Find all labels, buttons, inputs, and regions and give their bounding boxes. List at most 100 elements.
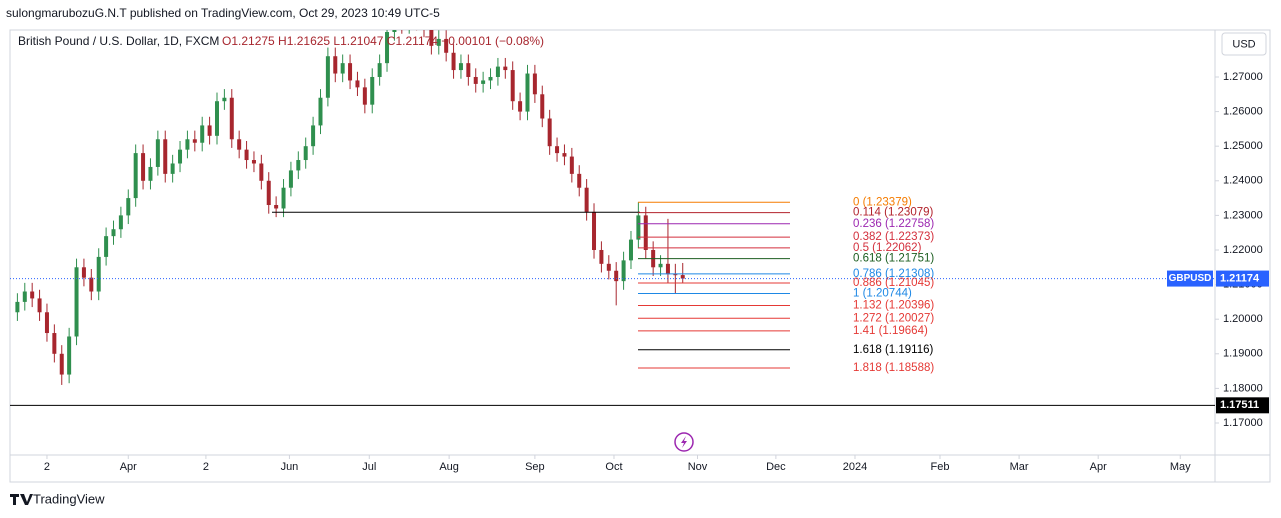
x-tick-label: Jun bbox=[281, 461, 299, 473]
currency[interactable]: USD bbox=[1232, 38, 1255, 50]
candle-body bbox=[303, 146, 308, 161]
candle-body bbox=[237, 139, 242, 150]
candle-body bbox=[562, 153, 567, 157]
symbol-badge bbox=[1167, 270, 1213, 287]
candle-body bbox=[503, 66, 508, 71]
candle-body bbox=[318, 97, 323, 126]
fib-label: 0.886 (1.21045) bbox=[853, 277, 934, 289]
candle-body bbox=[436, 38, 441, 46]
candle-body bbox=[400, 22, 404, 25]
candle-body bbox=[473, 76, 478, 84]
candle-body bbox=[96, 256, 101, 292]
x-tick-label: 2 bbox=[44, 461, 50, 473]
candle-body bbox=[251, 160, 256, 164]
candle-body bbox=[370, 76, 375, 105]
fib-label: 1.818 (1.18588) bbox=[853, 362, 934, 374]
candle-body bbox=[22, 291, 27, 302]
candle-body bbox=[30, 291, 35, 299]
candle-body bbox=[444, 38, 449, 53]
event-bolt bbox=[681, 436, 687, 448]
candle-body bbox=[89, 277, 94, 292]
x-tick-label: Sep bbox=[525, 461, 545, 473]
candle-body bbox=[643, 215, 648, 250]
candle-body bbox=[133, 153, 138, 199]
candle-body bbox=[495, 66, 500, 77]
y-tick-label: 1.22000 bbox=[1223, 244, 1263, 256]
y-tick-label: 1.19000 bbox=[1223, 348, 1263, 360]
fib-label: 1 (1.20744) bbox=[853, 287, 912, 299]
candle-body bbox=[222, 97, 227, 102]
candle-body bbox=[340, 63, 345, 74]
candle-body bbox=[296, 160, 301, 171]
brand-logo bbox=[10, 494, 33, 505]
x-tick-label: Dec bbox=[766, 461, 786, 473]
y-tick-label: 1.27000 bbox=[1223, 71, 1263, 83]
candle-body bbox=[392, 30, 397, 33]
candle-body bbox=[636, 215, 641, 240]
x-tick-label: Oct bbox=[605, 461, 622, 473]
y-tick-label: 1.17000 bbox=[1223, 417, 1263, 429]
candle-body bbox=[525, 73, 530, 112]
candle-body bbox=[377, 63, 382, 77]
candle-body bbox=[37, 298, 42, 313]
candle-body bbox=[547, 118, 552, 147]
candle-body bbox=[104, 236, 109, 257]
ohlc-legend: O1.21275 H1.21625 L1.21047 C1.21174 −0.0… bbox=[222, 34, 544, 48]
candle-body bbox=[111, 229, 116, 237]
candle-body bbox=[540, 94, 545, 119]
x-tick-label: Feb bbox=[931, 461, 950, 473]
plot bbox=[10, 22, 1215, 406]
candle-body bbox=[155, 139, 160, 167]
candle-body bbox=[214, 101, 219, 136]
candle-body bbox=[259, 163, 264, 181]
candle-body bbox=[325, 56, 330, 98]
price-label: 1.21174 bbox=[1220, 272, 1260, 284]
candle-body bbox=[200, 125, 205, 143]
candle-body bbox=[170, 163, 175, 174]
fib-label: 0.114 (1.23079) bbox=[853, 207, 934, 219]
y-tick-label: 1.23000 bbox=[1223, 209, 1263, 221]
currency-button[interactable] bbox=[1221, 32, 1267, 56]
candle-body bbox=[67, 336, 72, 375]
candle-body bbox=[59, 353, 64, 375]
fib-label: 0 (1.23379) bbox=[853, 196, 912, 208]
candle-body bbox=[229, 97, 234, 140]
support-badge bbox=[1216, 397, 1269, 414]
candle-body bbox=[118, 215, 123, 230]
candle-body bbox=[665, 263, 670, 275]
fib-label: 1.41 (1.19664) bbox=[853, 325, 928, 337]
candle-body bbox=[481, 80, 486, 84]
fib-label: 1.272 (1.20027) bbox=[853, 312, 934, 324]
candle-body bbox=[192, 139, 197, 143]
candle-body bbox=[569, 156, 574, 174]
fib-label: 1.132 (1.20396) bbox=[853, 300, 934, 312]
candle-body bbox=[451, 52, 456, 71]
candle-body bbox=[348, 63, 353, 81]
publisher: sulongmarubozuG.N.T published on Trading… bbox=[6, 6, 440, 20]
candle-body bbox=[680, 275, 685, 279]
candle-body bbox=[592, 211, 597, 250]
candle-body bbox=[207, 125, 212, 136]
y-tick-label: 1.24000 bbox=[1223, 175, 1263, 187]
x-tick-label: Jul bbox=[362, 461, 376, 473]
candle-body bbox=[606, 263, 611, 271]
candle-body bbox=[74, 267, 79, 337]
y-tick-label: 1.20000 bbox=[1223, 313, 1263, 325]
candle-body bbox=[148, 166, 153, 181]
candle-body bbox=[429, 30, 434, 46]
candle-body bbox=[81, 267, 86, 278]
fib-label: 0.382 (1.22373) bbox=[853, 231, 934, 243]
candle-body bbox=[422, 22, 426, 29]
x-tick-label: 2 bbox=[203, 461, 209, 473]
candle-body bbox=[281, 187, 286, 209]
x-tick-label: May bbox=[1170, 461, 1191, 473]
y-tick-label: 1.26000 bbox=[1223, 105, 1263, 117]
candle-body bbox=[658, 263, 663, 268]
candle-body bbox=[584, 187, 589, 212]
brand: TradingView bbox=[33, 491, 105, 506]
candle-body bbox=[362, 87, 367, 105]
y-tick-label: 1.18000 bbox=[1223, 382, 1263, 394]
candle-body bbox=[44, 312, 49, 334]
candle-body bbox=[163, 139, 168, 174]
